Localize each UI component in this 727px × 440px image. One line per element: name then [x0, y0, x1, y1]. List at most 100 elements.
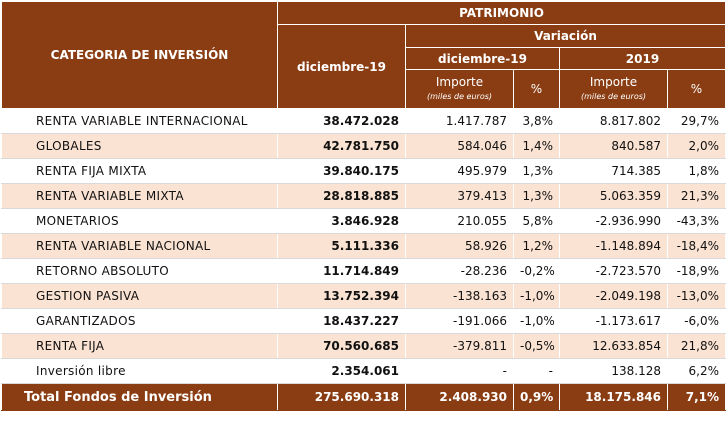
patrimonio-value: 28.818.885	[277, 183, 406, 209]
importe-label: Importe	[589, 75, 638, 89]
pct-dic-value: -1,0%	[513, 283, 560, 309]
importe-2019-value: 8.817.802	[559, 108, 668, 134]
importe-dic-value: -	[405, 358, 514, 384]
patrimonio-value: 70.560.685	[277, 333, 406, 359]
patrimonio-value: 42.781.750	[277, 133, 406, 159]
category-name: RENTA VARIABLE INTERNACIONAL	[1, 108, 278, 134]
total-importe-2019: 18.175.846	[559, 383, 668, 411]
table-row: RENTA FIJA 70.560.685 -379.811 -0,5% 12.633.…	[1, 333, 727, 359]
importe-2019-value: -2.723.570	[559, 258, 668, 284]
patrimonio-value: 5.111.336	[277, 233, 406, 259]
importe-2019-value: -2.049.198	[559, 283, 668, 309]
total-label: Total Fondos de Inversión	[1, 383, 278, 411]
importe-dic-value: -379.811	[405, 333, 514, 359]
patrimonio-value: 13.752.394	[277, 283, 406, 309]
importe-2019-value: 12.633.854	[559, 333, 668, 359]
table-header: CATEGORIA DE INVERSIÓN PATRIMONIO diciem…	[1, 1, 727, 109]
table-row: RENTA VARIABLE MIXTA 28.818.885 379.413 1,3…	[1, 183, 727, 209]
importe-unit: (miles de euros)	[427, 92, 492, 101]
patrimonio-value: 39.840.175	[277, 158, 406, 184]
importe-header-1: Importe (miles de euros)	[405, 69, 514, 109]
table-row: MONETARIOS 3.846.928 210.055 5,8% -2.936.990…	[1, 208, 727, 234]
importe-2019-value: -1.148.894	[559, 233, 668, 259]
pct-dic-value: 1,3%	[513, 158, 560, 184]
importe-header-2: Importe (miles de euros)	[559, 69, 668, 109]
importe-2019-value: -1.173.617	[559, 308, 668, 334]
importe-label: Importe	[435, 75, 484, 89]
pct-2019-value: 2,0%	[666, 133, 727, 159]
category-name: Inversión libre	[1, 358, 278, 384]
pct-2019-value: -13,0%	[666, 283, 727, 309]
pct-dic-value: 5,8%	[513, 208, 560, 234]
category-name: RENTA FIJA	[1, 333, 278, 359]
table-row: GLOBALES 42.781.750 584.046 1,4% 840.587 2,0%	[1, 133, 727, 159]
pct-dic-value: 3,8%	[513, 108, 560, 134]
importe-dic-value: 584.046	[405, 133, 514, 159]
table-row: RENTA VARIABLE NACIONAL 5.111.336 58.926 1,…	[1, 233, 727, 259]
pct-header-1: %	[513, 69, 560, 109]
period-header: diciembre-19	[277, 24, 406, 109]
table-body: RENTA VARIABLE INTERNACIONAL 38.472.028 1.…	[1, 108, 727, 411]
total-importe-dic: 2.408.930	[405, 383, 514, 411]
importe-dic-value: 495.979	[405, 158, 514, 184]
importe-2019-value: 840.587	[559, 133, 668, 159]
importe-unit: (miles de euros)	[581, 92, 646, 101]
importe-dic-value: 379.413	[405, 183, 514, 209]
importe-2019-value: 138.128	[559, 358, 668, 384]
pct-2019-value: -18,4%	[666, 233, 727, 259]
patrimonio-value: 2.354.061	[277, 358, 406, 384]
pct-dic-value: -0,5%	[513, 333, 560, 359]
pct-dic-value: -0,2%	[513, 258, 560, 284]
category-name: RETORNO ABSOLUTO	[1, 258, 278, 284]
patrimonio-value: 3.846.928	[277, 208, 406, 234]
category-name: MONETARIOS	[1, 208, 278, 234]
table-row: RENTA FIJA MIXTA 39.840.175 495.979 1,3% 714…	[1, 158, 727, 184]
importe-dic-value: -138.163	[405, 283, 514, 309]
category-name: RENTA FIJA MIXTA	[1, 158, 278, 184]
table-row: GESTION PASIVA 13.752.394 -138.163 -1,0% -2.…	[1, 283, 727, 309]
pct-header-2: %	[666, 69, 727, 109]
table-row: GARANTIZADOS 18.437.227 -191.066 -1,0% -1.17…	[1, 308, 727, 334]
pct-dic-value: 1,4%	[513, 133, 560, 159]
table-row: RETORNO ABSOLUTO 11.714.849 -28.236 -0,2% -2…	[1, 258, 727, 284]
importe-dic-value: 1.417.787	[405, 108, 514, 134]
pct-2019-value: -6,0%	[666, 308, 727, 334]
total-pct-2019: 7,1%	[666, 383, 727, 411]
patrimonio-value: 11.714.849	[277, 258, 406, 284]
category-name: RENTA VARIABLE MIXTA	[1, 183, 278, 209]
category-name: RENTA VARIABLE NACIONAL	[1, 233, 278, 259]
importe-2019-value: 714.385	[559, 158, 668, 184]
variacion-period-2-header: 2019	[558, 47, 727, 70]
variacion-period-1-header: diciembre-19	[405, 47, 560, 70]
patrimonio-header: PATRIMONIO	[276, 1, 727, 25]
importe-dic-value: 210.055	[405, 208, 514, 234]
total-row: Total Fondos de Inversión 275.690.318 2.40…	[1, 383, 727, 411]
importe-2019-value: -2.936.990	[559, 208, 668, 234]
pct-2019-value: -43,3%	[666, 208, 727, 234]
pct-dic-value: 1,2%	[513, 233, 560, 259]
investment-funds-table: CATEGORIA DE INVERSIÓN PATRIMONIO diciem…	[1, 1, 727, 411]
patrimonio-value: 38.472.028	[277, 108, 406, 134]
pct-2019-value: 21,8%	[666, 333, 727, 359]
table-row: Inversión libre 2.354.061- -138.128 6,2%	[1, 358, 727, 384]
pct-2019-value: -18,9%	[666, 258, 727, 284]
total-pct-dic: 0,9%	[513, 383, 560, 411]
pct-2019-value: 29,7%	[666, 108, 727, 134]
pct-dic-value: 1,3%	[513, 183, 560, 209]
pct-dic-value: -	[513, 358, 560, 384]
pct-2019-value: 1,8%	[666, 158, 727, 184]
importe-dic-value: -191.066	[405, 308, 514, 334]
pct-dic-value: -1,0%	[513, 308, 560, 334]
patrimonio-value: 18.437.227	[277, 308, 406, 334]
category-header: CATEGORIA DE INVERSIÓN	[1, 1, 278, 109]
importe-2019-value: 5.063.359	[559, 183, 668, 209]
category-name: GESTION PASIVA	[1, 283, 278, 309]
category-name: GARANTIZADOS	[1, 308, 278, 334]
total-patrimonio: 275.690.318	[277, 383, 406, 411]
pct-2019-value: 21,3%	[666, 183, 727, 209]
category-name: GLOBALES	[1, 133, 278, 159]
table-row: RENTA VARIABLE INTERNACIONAL 38.472.028 1.…	[1, 108, 727, 134]
importe-dic-value: -28.236	[405, 258, 514, 284]
importe-dic-value: 58.926	[405, 233, 514, 259]
pct-2019-value: 6,2%	[666, 358, 727, 384]
